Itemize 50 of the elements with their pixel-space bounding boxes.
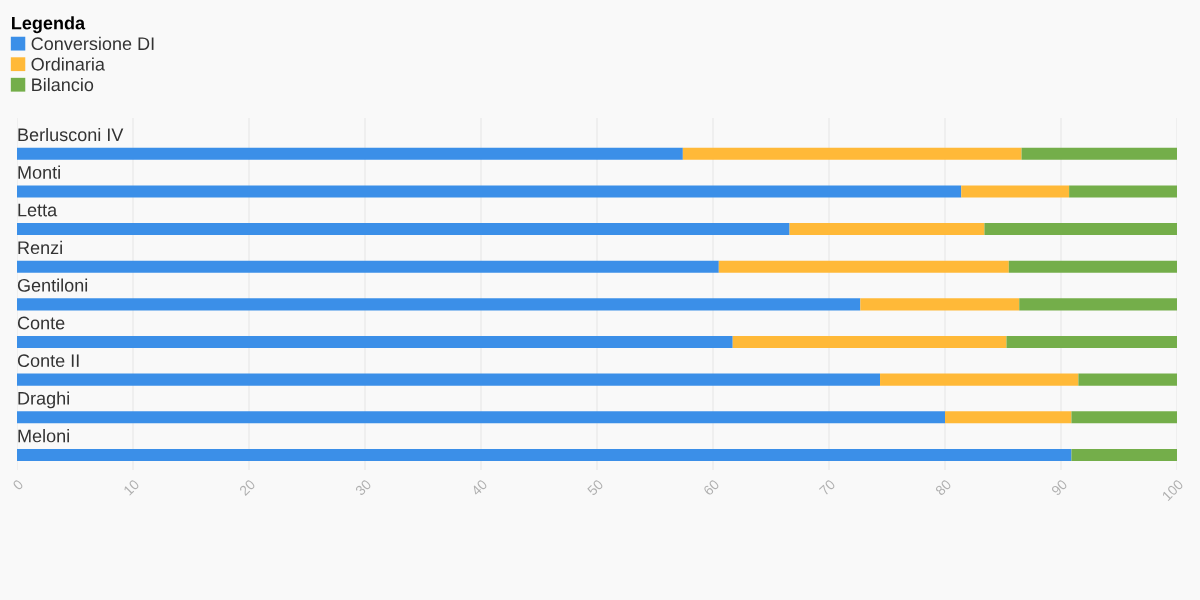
bar <box>945 411 1072 424</box>
bar <box>1006 335 1177 349</box>
legend-title: Legenda <box>12 16 86 34</box>
bar <box>1069 185 1177 198</box>
y-tick-label: Renzi <box>18 240 62 255</box>
x-tick-label: 20 <box>238 478 256 496</box>
bar <box>17 298 861 311</box>
bar <box>1008 260 1177 273</box>
legend-label: Conversione DI <box>31 36 154 51</box>
bar <box>1078 373 1177 386</box>
bar <box>860 298 1020 311</box>
bar <box>17 448 1072 461</box>
bar <box>789 223 985 236</box>
x-tick-label: 50 <box>586 478 604 497</box>
bar <box>1071 411 1177 424</box>
bar <box>17 260 719 273</box>
bar <box>880 373 1079 386</box>
bar <box>682 147 1022 160</box>
y-tick-label: Conte <box>17 316 65 330</box>
bar <box>984 223 1177 236</box>
x-tick-label: 70 <box>818 478 836 496</box>
x-tick-label: 0 <box>12 478 24 491</box>
bar <box>732 335 1007 349</box>
x-tick-label: 60 <box>702 478 720 496</box>
y-tick-label: Conte II <box>17 354 79 368</box>
bar <box>718 260 1009 273</box>
bar <box>17 411 945 424</box>
y-tick-label: Monti <box>18 165 60 179</box>
x-tick-label: 90 <box>1050 478 1068 497</box>
x-tick-label: 40 <box>470 478 488 497</box>
bar <box>1019 298 1177 311</box>
bar <box>17 373 881 386</box>
bar <box>1021 147 1177 160</box>
y-tick-label: Draghi <box>18 391 69 409</box>
y-tick-label: Berlusconi IV <box>18 127 124 142</box>
bar <box>17 335 733 349</box>
y-tick-label: Gentiloni <box>17 278 88 292</box>
bar <box>961 185 1070 198</box>
x-tick-label: 100 <box>1161 478 1184 502</box>
x-tick-label: 10 <box>123 478 140 496</box>
y-tick-label: Letta <box>18 203 58 217</box>
bar <box>17 147 683 160</box>
bar <box>17 185 962 198</box>
legend-label: Ordinaria <box>31 57 105 71</box>
x-tick-label: 30 <box>354 478 372 497</box>
legend-label: Bilancio <box>32 77 94 92</box>
y-tick-label: Meloni <box>18 429 69 443</box>
x-tick-label: 80 <box>934 478 952 497</box>
bar <box>1071 448 1177 461</box>
bar <box>17 223 790 236</box>
